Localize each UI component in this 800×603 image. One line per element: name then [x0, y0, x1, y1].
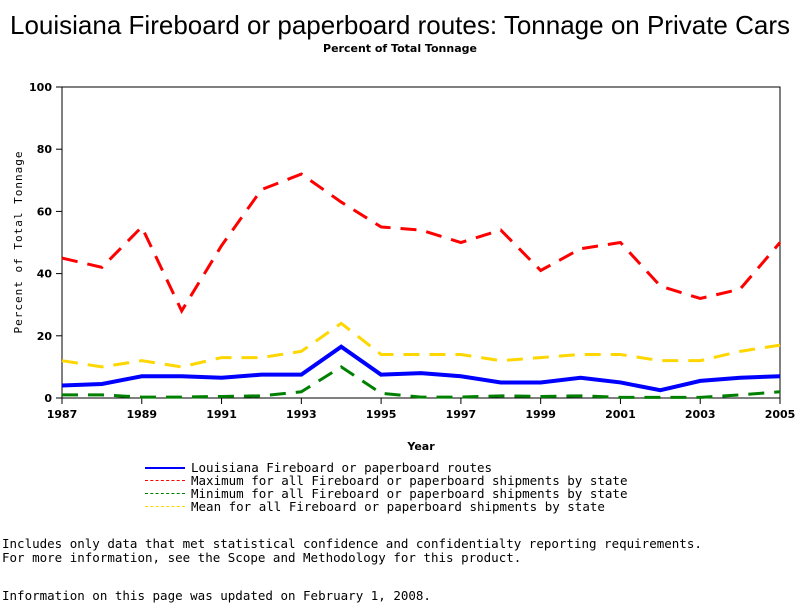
y-tick-label: 20	[37, 330, 53, 343]
y-tick-label: 0	[44, 392, 52, 405]
series-line-1	[62, 174, 780, 311]
x-axis-label: Year	[406, 440, 435, 453]
legend-swatch	[145, 493, 185, 494]
y-axis-label: Percent of Total Tonnage	[12, 151, 25, 334]
x-tick-label: 2003	[685, 408, 716, 421]
x-tick-label: 1989	[126, 408, 157, 421]
legend-label: Mean for all Fireboard or paperboard shi…	[191, 500, 605, 513]
series-line-0	[62, 347, 780, 391]
legend: Louisiana Fireboard or paperboard routes…	[145, 461, 628, 513]
plot-frame	[62, 87, 780, 398]
x-tick-label: 1987	[47, 408, 78, 421]
x-tick-label: 1993	[286, 408, 317, 421]
y-tick-label: 100	[29, 81, 52, 94]
x-tick-label: 2005	[765, 408, 796, 421]
footnotes: Includes only data that met statistical …	[2, 537, 702, 564]
updated-note: Information on this page was updated on …	[2, 588, 431, 603]
y-tick-label: 60	[37, 205, 53, 218]
series-line-3	[62, 323, 780, 367]
legend-swatch	[145, 467, 185, 469]
y-tick-label: 40	[37, 268, 53, 281]
legend-swatch	[145, 506, 185, 507]
footnote-2: For more information, see the Scope and …	[2, 551, 702, 565]
y-tick-label: 80	[37, 143, 53, 156]
legend-swatch	[145, 480, 185, 481]
x-tick-label: 1991	[206, 408, 237, 421]
x-tick-label: 1995	[366, 408, 397, 421]
x-tick-label: 2001	[605, 408, 636, 421]
x-tick-label: 1999	[525, 408, 556, 421]
legend-item: Mean for all Fireboard or paperboard shi…	[145, 500, 628, 513]
footnote-1: Includes only data that met statistical …	[2, 537, 702, 551]
x-tick-label: 1997	[446, 408, 477, 421]
